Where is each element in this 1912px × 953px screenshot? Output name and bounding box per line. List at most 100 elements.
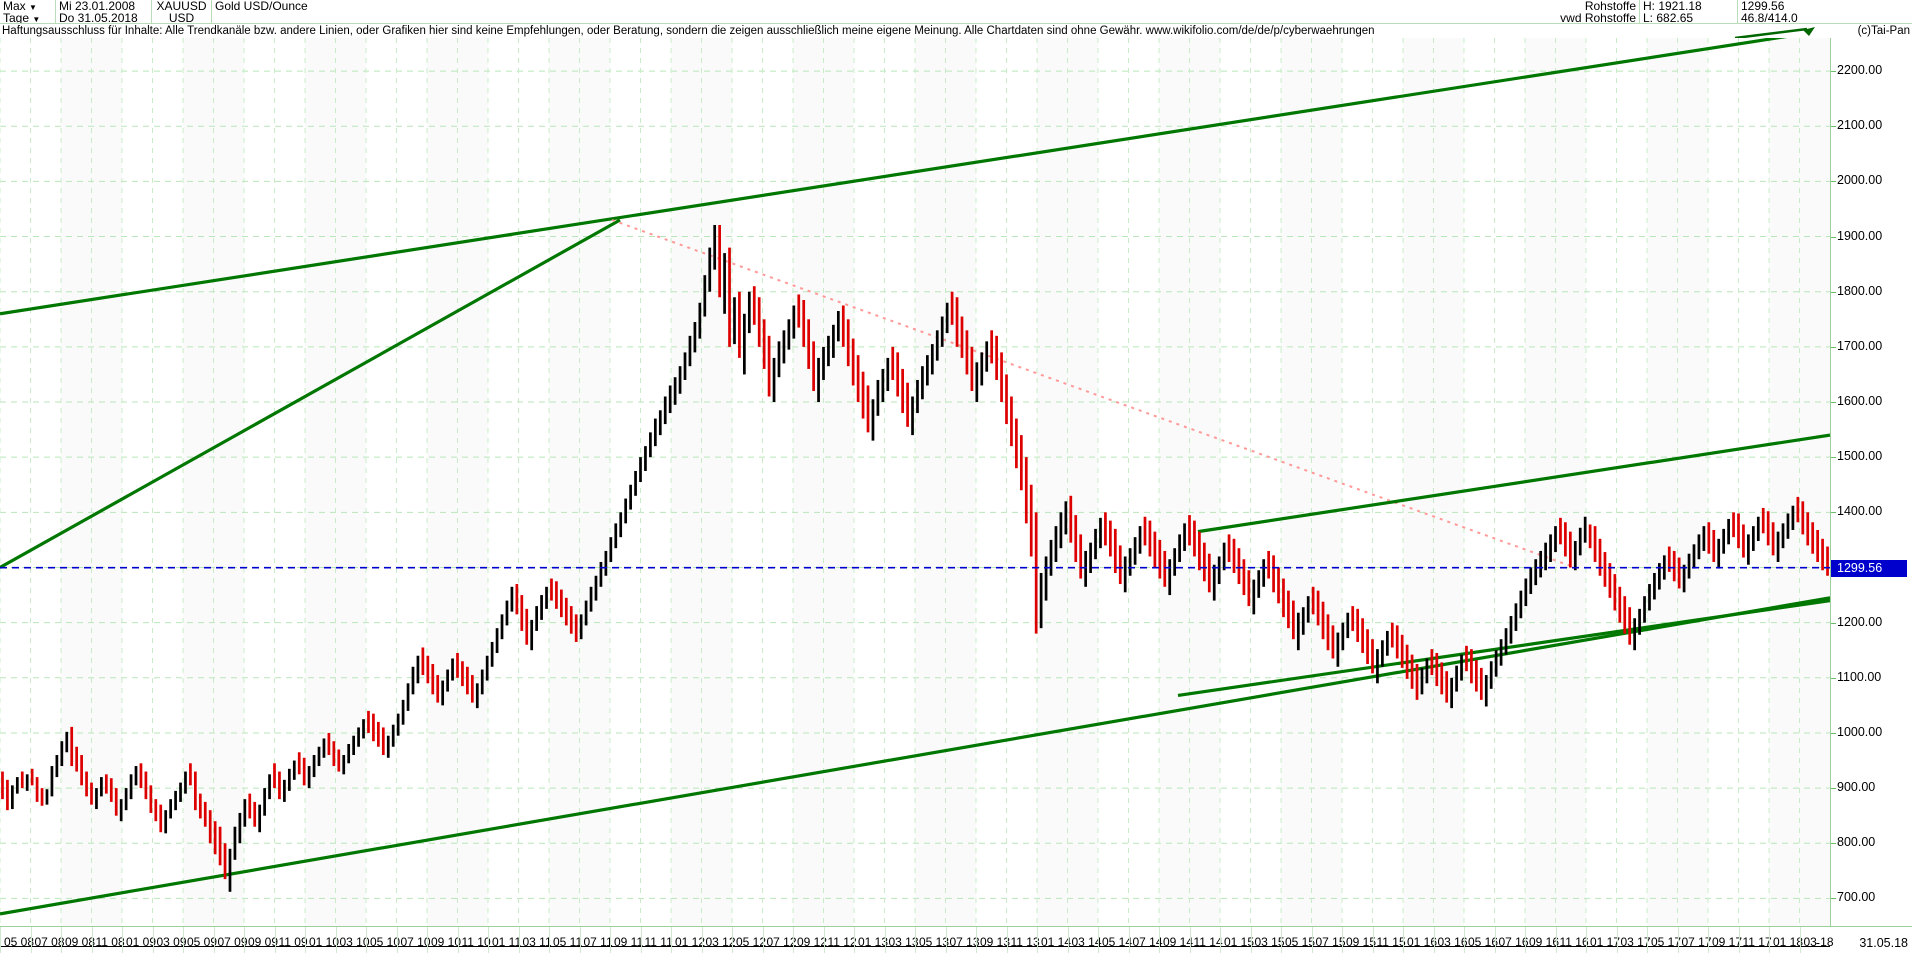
range-selector[interactable]: Max ▼ bbox=[0, 0, 56, 12]
instrument-name-cell: Gold USD/Ounce bbox=[212, 0, 1480, 12]
date-tick-label: 01 16 bbox=[1407, 935, 1438, 949]
date-to-value: Do 31.05.2018 bbox=[59, 12, 138, 24]
date-tick-label: 09 08 bbox=[65, 935, 96, 949]
source-value: vwd Rohstoffe bbox=[1560, 12, 1636, 24]
price-tick-label: 2200.00 bbox=[1837, 63, 1883, 78]
symbol-cell[interactable]: XAUUSD bbox=[152, 0, 212, 12]
axis-end-date: 31.05.18 bbox=[1859, 936, 1908, 950]
date-tick-label: 07 16 bbox=[1498, 935, 1529, 949]
period-low-value: L: 682.65 bbox=[1643, 12, 1694, 24]
date-tick-separator bbox=[579, 927, 581, 953]
price-tick-mark bbox=[1831, 181, 1836, 183]
price-tick-mark bbox=[1831, 71, 1836, 73]
date-tick-label: 09 14 bbox=[1163, 935, 1194, 949]
date-tick-label: 01 15 bbox=[1224, 935, 1255, 949]
date-tick-separator bbox=[152, 927, 154, 953]
date-tick-separator bbox=[1281, 927, 1282, 953]
date-tick-separator bbox=[854, 927, 855, 953]
date-tick-separator bbox=[1738, 927, 1740, 953]
date-tick-label: 01 18 bbox=[1773, 935, 1804, 949]
date-tick-label: 07 12 bbox=[766, 935, 797, 949]
date-tick-label: 03 18 bbox=[1803, 935, 1834, 949]
date-tick-label: 05 08 bbox=[4, 935, 35, 949]
date-to-field[interactable]: Do 31.05.2018 bbox=[56, 12, 152, 24]
date-tick-separator bbox=[1433, 927, 1435, 953]
price-chart-canvas[interactable] bbox=[0, 38, 1830, 926]
change-value: 46.8/414.0 bbox=[1741, 12, 1798, 24]
date-axis[interactable]: - 31.05.18 05 08 07 08 09 08 11 08 01 09 03 0… bbox=[0, 926, 1912, 953]
last-price-value: 1299.56 bbox=[1741, 0, 1785, 12]
date-tick-separator bbox=[823, 927, 825, 953]
date-tick-separator bbox=[793, 927, 794, 953]
date-tick-label: 01 17 bbox=[1590, 935, 1621, 949]
date-tick-separator bbox=[549, 927, 550, 953]
date-tick-separator bbox=[91, 927, 93, 953]
trendline-ascending-channel-upper bbox=[1197, 433, 1830, 534]
price-tick-mark bbox=[1831, 291, 1836, 293]
date-tick-separator bbox=[518, 927, 520, 953]
date-tick-label: 11 14 bbox=[1193, 935, 1223, 949]
trendline-downtrend-resistance bbox=[611, 219, 1576, 569]
date-tick-separator bbox=[488, 927, 489, 953]
date-tick-separator bbox=[244, 927, 245, 953]
date-tick-separator bbox=[1006, 927, 1008, 953]
current-price-badge[interactable]: 1299.56 bbox=[1831, 559, 1907, 577]
chart-header: Max ▼ Tage ▼ Mi 23.01.2008 Do 31.05.2018… bbox=[0, 0, 1912, 24]
price-tick-mark bbox=[1831, 788, 1836, 790]
price-tick-label: 1700.00 bbox=[1837, 338, 1883, 353]
price-tick-label: 1600.00 bbox=[1837, 394, 1883, 409]
date-tick-separator bbox=[701, 927, 703, 953]
date-tick-separator bbox=[1037, 927, 1038, 953]
trendline-mid-channel-major bbox=[0, 218, 621, 569]
price-tick-mark bbox=[1831, 402, 1836, 404]
date-tick-label: 05 11 bbox=[553, 935, 583, 949]
trendline-ascending-channel-lower bbox=[1177, 599, 1830, 698]
date-tick-label: 07 13 bbox=[949, 935, 980, 949]
date-tick-label: 03 16 bbox=[1437, 935, 1468, 949]
price-axis[interactable]: 700.00 800.00 900.00 1000.00 1100.00 1200.00 1… bbox=[1830, 38, 1912, 926]
price-tick-label: 1400.00 bbox=[1837, 504, 1883, 519]
date-tick-separator bbox=[1189, 927, 1191, 953]
sector-value: Rohstoffe bbox=[1584, 0, 1636, 12]
date-tick-label: 11 16 bbox=[1559, 935, 1589, 949]
interval-selector[interactable]: Tage ▼ bbox=[0, 12, 56, 24]
date-tick-separator bbox=[1769, 927, 1770, 953]
disclaimer-text: Haftungsausschluss für Inhalte: Alle Tre… bbox=[2, 25, 1375, 37]
axis-dash: - bbox=[1815, 936, 1820, 950]
price-tick-mark bbox=[1831, 732, 1836, 734]
date-tick-label: 07 09 bbox=[217, 935, 248, 949]
date-tick-separator bbox=[1677, 927, 1679, 953]
date-tick-label: 11 17 bbox=[1742, 935, 1772, 949]
date-tick-separator bbox=[610, 927, 611, 953]
date-tick-separator bbox=[1159, 927, 1160, 953]
currency-value: USD bbox=[168, 12, 195, 24]
price-tick-label: 1200.00 bbox=[1837, 614, 1883, 629]
date-tick-label: 09 12 bbox=[797, 935, 828, 949]
date-tick-separator bbox=[1616, 927, 1618, 953]
date-tick-label: 11 10 bbox=[461, 935, 491, 949]
date-tick-label: 07 11 bbox=[583, 935, 613, 949]
date-tick-separator bbox=[274, 927, 276, 953]
date-tick-separator bbox=[213, 927, 215, 953]
source-cell: vwd Rohstoffe bbox=[1480, 12, 1640, 24]
date-tick-separator bbox=[1220, 927, 1221, 953]
date-tick-separator bbox=[1250, 927, 1252, 953]
date-tick-separator bbox=[1525, 927, 1526, 953]
date-tick-label: 09 15 bbox=[1346, 935, 1377, 949]
date-tick-separator bbox=[915, 927, 916, 953]
date-tick-label: 01 09 bbox=[126, 935, 157, 949]
price-tick-label: 700.00 bbox=[1837, 890, 1876, 905]
date-tick-separator bbox=[1403, 927, 1404, 953]
price-tick-mark bbox=[1831, 457, 1836, 459]
date-from-field[interactable]: Mi 23.01.2008 bbox=[56, 0, 152, 12]
date-tick-separator bbox=[884, 927, 886, 953]
price-tick-mark bbox=[1831, 843, 1836, 845]
date-tick-separator bbox=[1128, 927, 1130, 953]
date-tick-label: 09 13 bbox=[980, 935, 1011, 949]
date-tick-separator bbox=[61, 927, 62, 953]
date-tick-separator bbox=[945, 927, 947, 953]
date-tick-label: 01 13 bbox=[858, 935, 889, 949]
instrument-name-value: Gold USD/Ounce bbox=[215, 0, 308, 12]
date-tick-label: 09 16 bbox=[1529, 935, 1560, 949]
date-tick-separator bbox=[427, 927, 428, 953]
